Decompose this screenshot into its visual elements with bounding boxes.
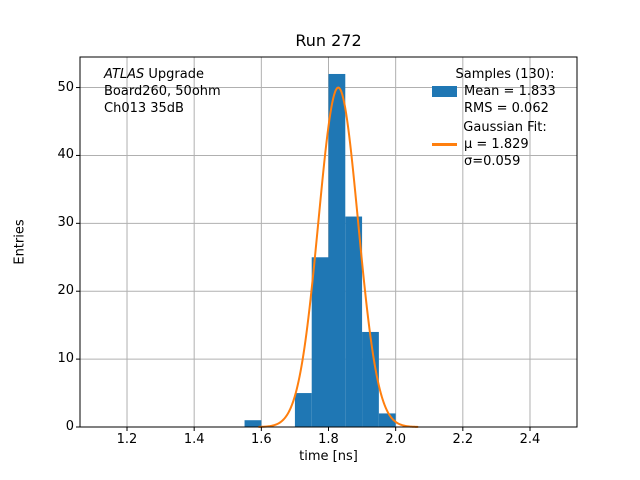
legend-spacer bbox=[432, 156, 457, 167]
legend-spacer bbox=[432, 103, 457, 114]
y-tick-label: 30 bbox=[57, 215, 74, 231]
annotation-atlas: ATLAS bbox=[104, 67, 145, 82]
histogram-swatch bbox=[432, 86, 457, 97]
y-tick-label: 10 bbox=[57, 351, 74, 367]
histogram-bar bbox=[311, 257, 329, 427]
histogram-bar bbox=[345, 216, 363, 427]
legend-samples-header: Samples (130): bbox=[455, 67, 555, 82]
legend-rms-label: RMS = 0.062 bbox=[464, 101, 549, 116]
legend-mu-row: μ = 1.829 bbox=[432, 136, 578, 153]
legend-fit-header: Gaussian Fit: bbox=[463, 120, 547, 135]
y-tick-label: 40 bbox=[57, 147, 74, 163]
legend-mean-label: Mean = 1.833 bbox=[464, 84, 556, 99]
x-tick-label: 2.4 bbox=[519, 432, 541, 447]
y-tick-label: 50 bbox=[57, 79, 74, 95]
annotation-line-1: ATLAS Upgrade bbox=[104, 66, 221, 83]
legend-rms-row: RMS = 0.062 bbox=[432, 100, 578, 117]
histogram-bar bbox=[294, 393, 312, 427]
x-tick-label: 1.8 bbox=[318, 432, 339, 447]
x-tick-label: 1.2 bbox=[116, 432, 138, 447]
annotation-line-3: Ch013 35dB bbox=[104, 101, 184, 116]
fit-line-swatch bbox=[432, 143, 457, 146]
x-tick-label: 2.2 bbox=[452, 432, 474, 447]
histogram-bar bbox=[362, 331, 379, 427]
legend-sigma-label: σ=0.059 bbox=[464, 154, 521, 169]
chart-title: Run 272 bbox=[295, 31, 362, 50]
y-tick-label: 0 bbox=[65, 419, 74, 434]
x-tick-label: 1.4 bbox=[183, 432, 205, 447]
x-axis-label: time [ns] bbox=[299, 449, 358, 464]
annotation-upgrade: Upgrade bbox=[144, 67, 204, 82]
legend-sigma-row: σ=0.059 bbox=[432, 153, 578, 170]
histogram-bar bbox=[328, 73, 346, 427]
y-axis-label: Entries bbox=[12, 219, 28, 265]
x-tick-label: 2.0 bbox=[385, 432, 406, 447]
histogram-bar bbox=[244, 420, 262, 427]
legend-mu-label: μ = 1.829 bbox=[464, 137, 529, 152]
legend: Samples (130): Mean = 1.833 RMS = 0.062 … bbox=[432, 66, 578, 170]
x-tick-label: 1.6 bbox=[250, 432, 272, 447]
gaussian-fit-line bbox=[257, 86, 419, 428]
annotation-line-2: Board260, 50ohm bbox=[104, 84, 221, 99]
y-tick-label: 20 bbox=[57, 283, 74, 299]
annotation-block: ATLAS Upgrade Board260, 50ohm Ch013 35dB bbox=[104, 66, 221, 117]
legend-mean-row: Mean = 1.833 bbox=[432, 83, 578, 100]
